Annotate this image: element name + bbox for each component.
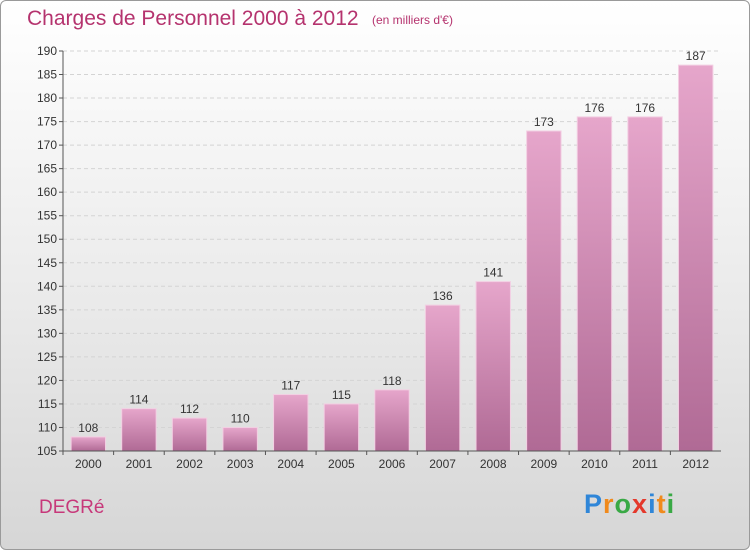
value-label: 118 — [382, 374, 401, 388]
bar-2007 — [424, 304, 461, 452]
logo-letter: t — [656, 489, 667, 519]
y-tick-label: 170 — [37, 138, 57, 152]
y-tick-label: 115 — [38, 397, 57, 411]
value-label: 187 — [686, 49, 706, 63]
value-label: 110 — [231, 411, 250, 425]
logo-letter: i — [648, 489, 657, 519]
x-tick-label: 2002 — [176, 457, 203, 471]
value-label: 141 — [483, 266, 503, 280]
value-label: 114 — [129, 393, 148, 407]
value-label: 173 — [534, 115, 554, 129]
x-tick-label: 2009 — [530, 457, 557, 471]
y-tick-label: 105 — [37, 444, 57, 458]
bar-2011 — [627, 116, 663, 452]
y-tick-label: 155 — [37, 209, 57, 223]
bar-2008 — [475, 281, 511, 452]
y-tick-label: 165 — [37, 162, 57, 176]
value-label: 176 — [584, 101, 604, 115]
value-label: 115 — [332, 388, 351, 402]
y-tick-label: 110 — [38, 420, 57, 434]
x-tick-label: 2006 — [379, 457, 406, 471]
value-label: 176 — [635, 101, 655, 115]
value-label: 112 — [180, 402, 199, 416]
y-tick-label: 140 — [37, 279, 57, 293]
logo-letter: i — [666, 489, 676, 519]
bar-2000 — [70, 436, 107, 452]
bar-2009 — [526, 130, 562, 452]
x-tick-label: 2003 — [227, 457, 254, 471]
y-tick-label: 145 — [37, 256, 57, 270]
x-tick-label: 2008 — [480, 457, 507, 471]
commune-name: DEGRé — [39, 497, 105, 518]
x-tick-label: 2011 — [632, 457, 658, 471]
y-tick-label: 120 — [37, 373, 57, 387]
value-label: 117 — [281, 379, 300, 393]
value-label: 108 — [78, 421, 98, 435]
bar-2001 — [121, 408, 157, 452]
y-tick-label: 135 — [37, 303, 57, 317]
bar-2006 — [374, 389, 410, 452]
labels-layer: 105 110 115 120 125 130 135 140 145 150 155 160 165 1… — [37, 44, 709, 471]
bar-2004 — [273, 394, 309, 452]
bar-2012 — [677, 64, 714, 452]
bar-2003 — [222, 426, 258, 452]
logo-letter: o — [614, 489, 633, 519]
chart-subtitle: (en milliers d'€) — [372, 13, 453, 27]
x-tick-label: 2001 — [126, 457, 153, 471]
chart-title: Charges de Personnel 2000 à 2012 — [27, 7, 359, 30]
x-tick-label: 2007 — [429, 457, 456, 471]
logo-letter: r — [603, 489, 615, 519]
x-tick-label: 2012 — [682, 457, 709, 471]
logo-letter: P — [584, 489, 604, 519]
x-tick-label: 2000 — [75, 457, 102, 471]
x-tick-label: 2010 — [581, 457, 608, 471]
value-label: 136 — [433, 289, 453, 303]
y-tick-label: 175 — [37, 115, 57, 129]
y-tick-label: 130 — [37, 326, 57, 340]
proxiti-logo: Proxiti — [584, 489, 675, 520]
y-tick-label: 150 — [37, 232, 57, 246]
x-tick-label: 2004 — [277, 457, 304, 471]
y-tick-label: 125 — [37, 350, 57, 364]
x-tick-label: 2005 — [328, 457, 355, 471]
bars-layer — [70, 64, 714, 452]
y-tick-label: 185 — [37, 68, 57, 82]
bar-2010 — [576, 116, 613, 452]
logo-letter: x — [632, 489, 649, 519]
y-tick-label: 180 — [37, 91, 57, 105]
y-tick-label: 190 — [37, 44, 57, 58]
y-tick-label: 160 — [37, 185, 57, 199]
bar-2005 — [323, 403, 360, 452]
bar-2002 — [171, 417, 208, 452]
